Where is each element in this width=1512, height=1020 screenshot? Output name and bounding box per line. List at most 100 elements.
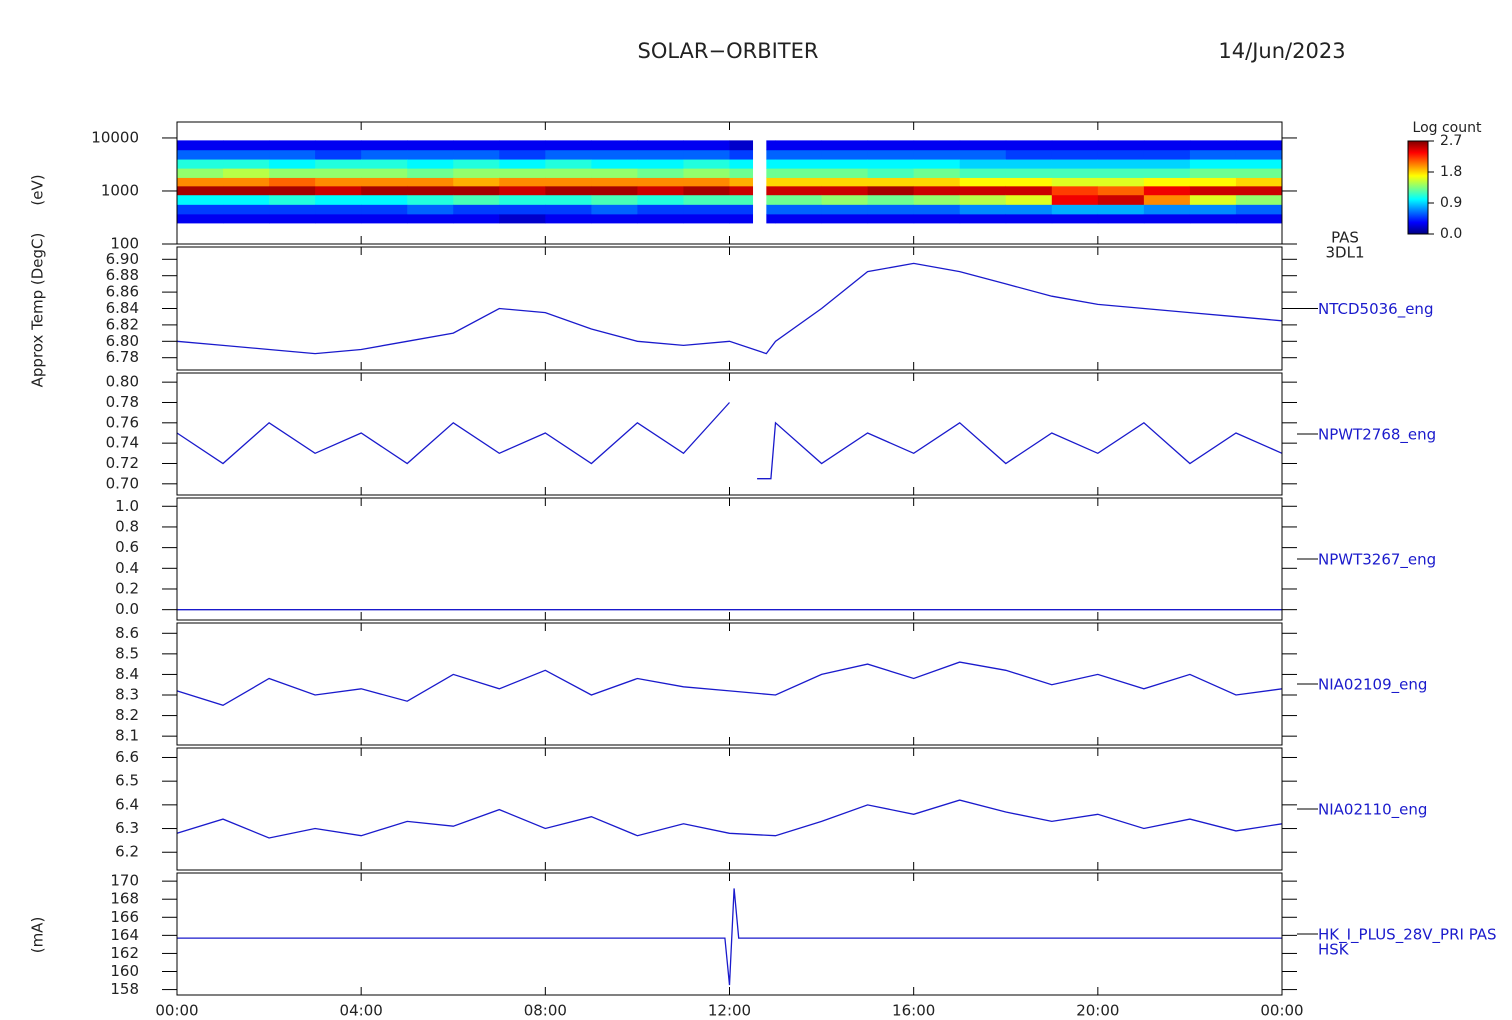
spectrogram-cell <box>959 194 1007 205</box>
spectrogram-cell <box>1235 213 1283 224</box>
y-tick-label: 8.2 <box>115 706 139 724</box>
y-tick-label: 6.80 <box>106 332 139 350</box>
spectrogram-cell <box>545 140 592 151</box>
spectrogram-cell <box>1143 213 1191 224</box>
y-axis-label: (eV) <box>29 174 47 205</box>
y-tick-label: 1.0 <box>115 497 139 515</box>
x-tick-label: 08:00 <box>524 1002 567 1020</box>
spectrogram-cell <box>775 213 823 224</box>
spectrogram-cell <box>545 168 592 178</box>
spectrogram-cell <box>867 140 915 151</box>
spectrogram-cell <box>683 204 730 215</box>
spectrogram-cell <box>959 149 1007 160</box>
spectrogram-cell <box>1235 194 1283 205</box>
spectrogram-cell <box>766 185 777 196</box>
y-tick-label: 0.0 <box>115 600 139 618</box>
spectrogram-cell <box>453 177 500 187</box>
spectrogram-cell <box>545 194 592 205</box>
spectrogram-cell <box>177 204 224 215</box>
y-tick-label: 6.86 <box>106 283 139 301</box>
series-label: HK_I_PLUS_28V_PRI PAS <box>1318 926 1497 945</box>
y-tick-label: 6.90 <box>106 250 139 268</box>
spectrogram-cell <box>545 159 592 169</box>
spectrogram-cell <box>591 140 638 151</box>
spectrogram-cell <box>591 194 638 205</box>
spectrogram-cell <box>1097 149 1145 160</box>
panel: NPWT2768_eng 0.70 0.72 0.74 0.76 0.78 0.80 <box>106 372 1436 496</box>
spectrogram-cell <box>361 168 408 178</box>
spectrogram-cell <box>867 159 915 169</box>
spectrogram-cell <box>453 185 500 196</box>
y-tick-label: 166 <box>110 908 139 926</box>
spectrogram-cell <box>315 194 362 205</box>
spectrogram-cell <box>821 177 869 187</box>
panel-frame <box>176 497 1283 621</box>
spectrogram-cell <box>913 159 961 169</box>
spectrogram-cell <box>775 168 823 178</box>
spectrogram-cell <box>269 168 316 178</box>
spectrogram-cell <box>766 177 777 187</box>
spectrogram-cell <box>821 213 869 224</box>
spectrogram-cell <box>821 185 869 196</box>
spectrogram-cell <box>959 168 1007 178</box>
spectrogram-cell <box>1097 185 1145 196</box>
spectrogram-cell <box>913 149 961 160</box>
spectrogram-cell <box>959 204 1007 215</box>
spectrogram-cell <box>177 149 224 160</box>
spectrogram-cell <box>361 194 408 205</box>
spectrogram-cell <box>867 194 915 205</box>
series-label: PAS <box>1331 229 1359 247</box>
spectrogram-cell <box>1189 204 1237 215</box>
spectrogram-cell <box>177 213 224 224</box>
spectrogram-cell <box>637 194 684 205</box>
y-tick-label: 1000 <box>101 181 139 199</box>
spectrogram-cell <box>1051 159 1099 169</box>
spectrogram-cell <box>1143 204 1191 215</box>
spectrogram-cell <box>821 149 869 160</box>
y-tick-label: 160 <box>110 962 139 980</box>
spectrogram-cell <box>545 149 592 160</box>
spectrogram-cell <box>1143 140 1191 151</box>
spectrogram-cell <box>453 194 500 205</box>
spectrogram-cell <box>1097 194 1145 205</box>
spectrogram-cell <box>177 140 224 151</box>
spectrogram-cell <box>913 168 961 178</box>
spectrogram-cell <box>499 194 546 205</box>
y-tick-label: 0.4 <box>115 559 139 577</box>
spectrogram-cell <box>499 140 546 151</box>
spectrogram-cell <box>766 159 777 169</box>
spectrogram-cell <box>683 149 730 160</box>
spectrogram-cell <box>545 185 592 196</box>
spectrogram-cell <box>591 185 638 196</box>
y-tick-label: 6.78 <box>106 348 139 366</box>
spectrogram-cell <box>315 140 362 151</box>
spectrogram-cell <box>499 149 546 160</box>
spectrogram-cell <box>775 159 823 169</box>
spectrogram-cell <box>1051 149 1099 160</box>
spectrogram-cell <box>637 185 684 196</box>
y-tick-label: 0.6 <box>115 538 139 556</box>
spectrogram-cell <box>499 177 546 187</box>
spectrogram-cell <box>269 185 316 196</box>
x-tick-label: 04:00 <box>340 1002 383 1020</box>
spectrogram-cell <box>766 213 777 224</box>
spectrogram-cell <box>775 149 823 160</box>
spectrogram-cell <box>729 194 754 205</box>
spectrogram-cell <box>1235 159 1283 169</box>
spectrogram-cell <box>1051 213 1099 224</box>
y-tick-label: 0.2 <box>115 579 139 597</box>
y-tick-label: 0.76 <box>106 413 139 431</box>
spectrogram-cell <box>959 177 1007 187</box>
spectrogram-cell <box>223 185 270 196</box>
spectrogram-cell <box>1051 194 1099 205</box>
spectrogram-cell <box>407 168 454 178</box>
spectrogram-cell <box>1051 204 1099 215</box>
spectrogram-cell <box>1051 185 1099 196</box>
spectrogram-cell <box>683 185 730 196</box>
y-tick-label: 0.70 <box>106 474 139 492</box>
panel: NTCD5036_eng 6.786.806.826.846.866.886.90 <box>106 246 1433 371</box>
panel: HK_I_PLUS_28V_PRI PASHSK1581601621641661… <box>110 872 1496 998</box>
spectrogram-cell <box>683 159 730 169</box>
spectrogram-cell <box>1143 149 1191 160</box>
spectrogram-cell <box>821 140 869 151</box>
